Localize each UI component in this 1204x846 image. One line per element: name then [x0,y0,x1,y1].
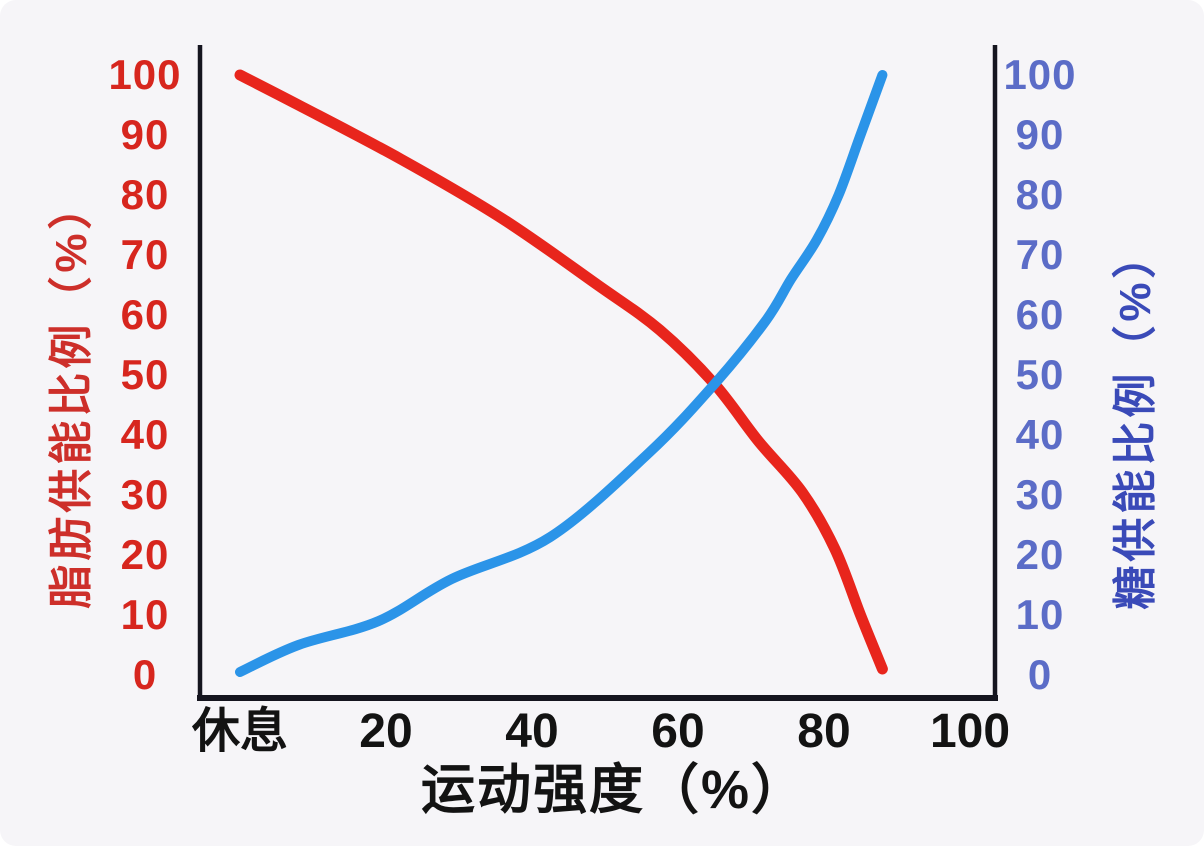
x-tick-label: 40 [505,705,559,758]
y-left-tick-label: 80 [120,171,170,218]
x-tick-label: 20 [359,705,413,758]
y-right-tick-label: 90 [1015,111,1065,158]
y-left-tick-label: 50 [120,351,170,398]
y-left-tick-label: 10 [120,591,170,638]
y-right-tick-label: 30 [1015,471,1065,518]
y-left-tick-label: 30 [120,471,170,518]
y-right-tick-label: 50 [1015,351,1065,398]
x-tick-label: 80 [797,705,851,758]
y-right-tick-label: 0 [1027,651,1053,698]
y-right-tick-label: 80 [1015,171,1065,218]
y-right-tick-label: 60 [1015,291,1065,338]
x-axis-title: 运动强度（%） [420,760,808,820]
x-tick-label: 100 [929,705,1011,758]
y-right-tick-label: 10 [1015,591,1065,638]
x-tick-label: 60 [651,705,705,758]
right-axis-title: 糖供能比例（%） [1111,230,1160,610]
fat-curve [234,69,888,675]
y-left-tick-label: 60 [120,291,170,338]
y-left-tick-label: 90 [120,111,170,158]
x-tick-label: 休息 [191,705,288,758]
sugar-curve [235,70,888,677]
y-left-tick-label: 0 [132,651,158,698]
y-right-tick-label: 40 [1015,411,1065,458]
y-right-tick-label: 70 [1015,231,1065,278]
y-left-tick-label: 100 [108,51,182,98]
left-axis-title: 脂肪供能比例（%） [47,181,96,609]
y-right-tick-label: 100 [1003,51,1077,98]
y-left-tick-label: 40 [120,411,170,458]
y-left-tick-label: 70 [120,231,170,278]
y-right-tick-label: 20 [1015,531,1065,578]
y-left-tick-label: 20 [120,531,170,578]
